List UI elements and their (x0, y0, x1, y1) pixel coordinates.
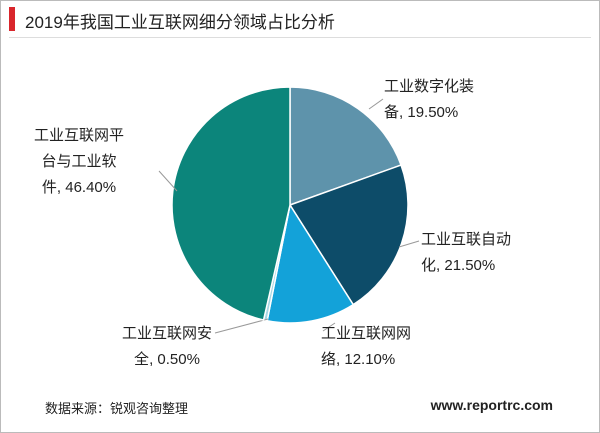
category-name: 工业数字化装备 (384, 78, 475, 121)
value-label: 46.40% (65, 179, 117, 196)
value-label: 0.50% (157, 351, 200, 368)
leader-line (398, 240, 420, 248)
slice-label: 工业互联网网络, 12.10% (321, 321, 413, 373)
label-separator: , (149, 351, 158, 368)
title-rule (9, 37, 591, 38)
leader-line (158, 170, 178, 192)
pie-slice (266, 203, 355, 324)
leader-line (214, 318, 269, 334)
value-label: 12.10% (344, 351, 396, 368)
pie-slice (171, 86, 291, 321)
value-label: 21.50% (444, 257, 496, 274)
label-separator: , (56, 179, 66, 196)
leader-line (368, 98, 384, 110)
category-name: 工业互联网安全 (121, 325, 212, 368)
value-label: 19.50% (407, 104, 459, 121)
label-separator: , (399, 104, 408, 121)
chart-title: 2019年我国工业互联网细分领域占比分析 (25, 13, 335, 32)
label-separator: , (336, 351, 345, 368)
pie-slice (289, 86, 402, 207)
category-name: 工业互联网平台与工业软件 (33, 127, 124, 196)
slice-label: 工业数字化装备, 19.50% (384, 74, 476, 126)
label-separator: , (436, 257, 445, 274)
category-name: 工业互联网网络 (321, 325, 412, 368)
leader-line (322, 322, 336, 332)
website: www.reportrc.com (430, 397, 553, 413)
pie-slice (288, 164, 409, 306)
title-marker (9, 7, 15, 31)
source: 数据来源：锐观咨询整理 (45, 401, 189, 416)
category-name: 工业互联自动化 (421, 231, 512, 274)
slice-label: 工业互联自动化, 21.50% (421, 227, 513, 279)
slice-label: 工业互联网平台与工业软件, 46.40% (33, 123, 125, 201)
slice-label: 工业互联网安全, 0.50% (121, 321, 213, 373)
